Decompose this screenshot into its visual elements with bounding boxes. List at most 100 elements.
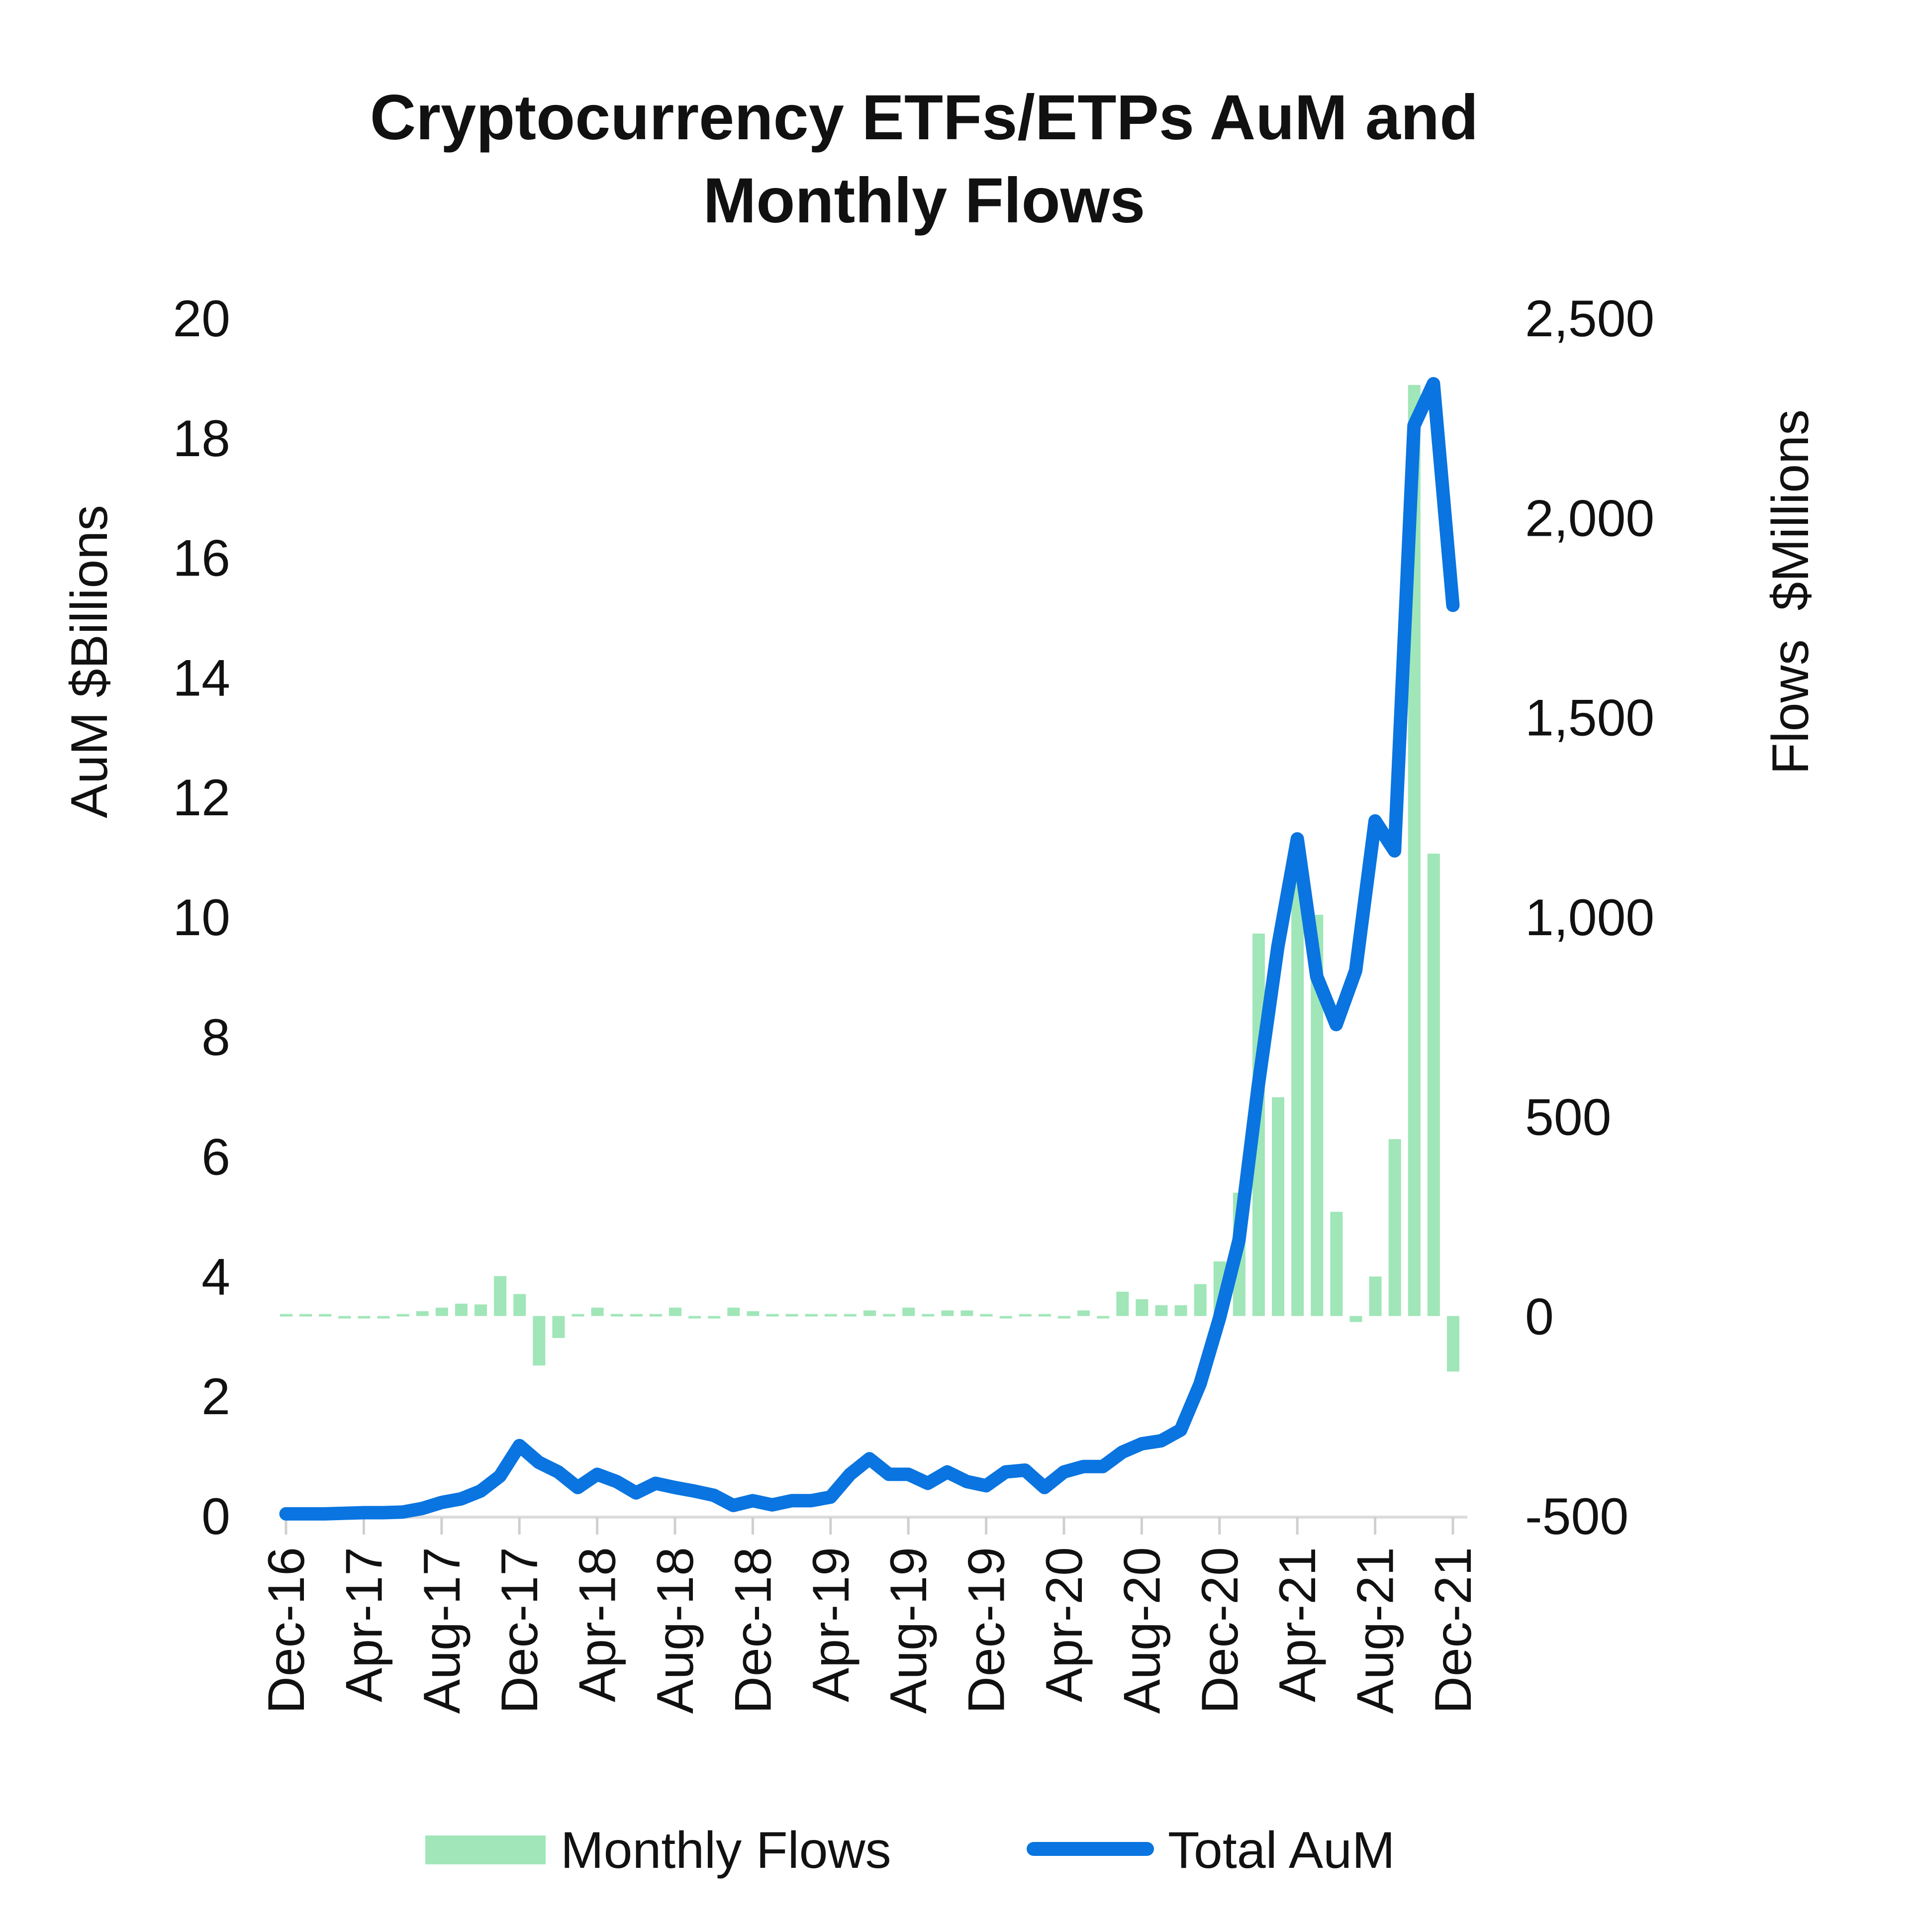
flow-bar-Jul-20 <box>1116 1291 1129 1316</box>
x-tick-label: Aug-19 <box>880 1547 938 1714</box>
flow-bar-Jul-21 <box>1349 1316 1362 1322</box>
flow-bar-May-17 <box>377 1316 390 1319</box>
flow-bar-Nov-17 <box>494 1276 507 1316</box>
flow-bar-Aug-20 <box>1136 1299 1148 1316</box>
flow-bar-Dec-19 <box>980 1314 993 1317</box>
flow-bar-Apr-21 <box>1291 880 1304 1316</box>
chart-title-line2: Monthly Flows <box>703 165 1146 236</box>
flow-bar-Feb-18 <box>552 1316 565 1338</box>
flow-bar-Nov-20 <box>1194 1284 1207 1316</box>
flow-bar-Oct-17 <box>475 1304 487 1316</box>
flow-bar-Jan-19 <box>766 1314 779 1317</box>
flow-bar-Dec-18 <box>747 1311 760 1316</box>
x-tick-label: Apr-21 <box>1269 1547 1327 1702</box>
x-tick-label: Apr-17 <box>335 1547 393 1702</box>
right-y-tick-label: 1,000 <box>1525 889 1654 947</box>
left-axis-title: AuM $Billions <box>61 505 118 818</box>
flow-bar-Jul-19 <box>883 1314 896 1317</box>
flow-bar-Mar-19 <box>805 1314 818 1317</box>
flow-bar-Jan-18 <box>533 1316 546 1366</box>
flow-bar-Jun-18 <box>630 1314 643 1317</box>
flow-bar-Sep-19 <box>922 1314 935 1317</box>
x-tick-label: Dec-18 <box>724 1547 782 1714</box>
flow-bar-Dec-17 <box>513 1294 526 1316</box>
left-y-tick-label: 16 <box>173 530 230 587</box>
chart-title-line1: Cryptocurrency ETFs/ETPs AuM and <box>370 82 1479 153</box>
flow-bar-Feb-20 <box>1019 1314 1032 1317</box>
flow-bar-Jun-17 <box>396 1314 409 1317</box>
left-y-tick-label: 14 <box>173 649 230 707</box>
aum-line <box>279 377 1460 1521</box>
flow-bar-Oct-20 <box>1174 1305 1187 1316</box>
flow-bar-Apr-19 <box>824 1314 837 1317</box>
left-y-tick-label: 4 <box>201 1248 230 1306</box>
legend-label-total-aum: Total AuM <box>1168 1822 1395 1879</box>
x-tick-label: Apr-19 <box>802 1547 860 1702</box>
right-y-tick-label: 1,500 <box>1525 689 1654 747</box>
left-y-tick-label: 6 <box>201 1129 230 1186</box>
flow-bar-May-20 <box>1077 1310 1090 1316</box>
flow-bar-Apr-17 <box>358 1316 371 1319</box>
flow-bar-Jan-17 <box>299 1314 312 1317</box>
x-tick-label: Aug-20 <box>1113 1547 1171 1714</box>
flow-bar-Nov-19 <box>960 1310 973 1316</box>
flow-bar-Aug-19 <box>902 1307 915 1316</box>
flow-bar-Apr-20 <box>1058 1316 1070 1319</box>
right-y-tick-label: 0 <box>1525 1288 1554 1346</box>
flow-bar-Jun-20 <box>1097 1316 1110 1319</box>
flow-bar-Mar-21 <box>1272 1097 1285 1316</box>
flow-bar-May-18 <box>610 1314 623 1317</box>
x-tick-label: Dec-16 <box>258 1547 315 1714</box>
flow-bar-Nov-21 <box>1427 854 1440 1316</box>
right-y-tick-label: -500 <box>1525 1488 1628 1546</box>
flow-bar-Apr-18 <box>591 1307 604 1316</box>
x-tick-label: Dec-17 <box>491 1547 549 1714</box>
flow-bar-Feb-19 <box>785 1314 798 1317</box>
flow-bar-Dec-21 <box>1447 1316 1459 1372</box>
flow-bar-Oct-19 <box>941 1310 954 1316</box>
flow-bar-Aug-17 <box>435 1307 448 1316</box>
flow-bar-Jun-21 <box>1330 1212 1343 1316</box>
left-y-tick-label: 18 <box>173 410 230 468</box>
left-y-tick-label: 10 <box>173 889 230 947</box>
x-tick-label: Dec-20 <box>1191 1547 1249 1714</box>
x-ticks: Dec-16 Apr-17 Aug-17 Dec-17 Apr-18 Aug-18 Dec-… <box>258 1517 1482 1714</box>
flow-bar-Mar-20 <box>1038 1314 1051 1317</box>
flow-bar-May-19 <box>844 1314 857 1317</box>
left-y-tick-label: 12 <box>173 769 230 827</box>
flow-bar-Nov-18 <box>727 1307 740 1316</box>
legend: Monthly Flows Total AuM <box>425 1822 1395 1879</box>
left-y-tick-label: 8 <box>201 1009 230 1066</box>
left-y-tick-label: 20 <box>173 290 230 348</box>
x-tick-label: Aug-21 <box>1347 1547 1405 1714</box>
right-y-tick-label: 500 <box>1525 1088 1612 1146</box>
x-tick-label: Aug-18 <box>647 1547 704 1714</box>
x-tick-label: Aug-17 <box>413 1547 471 1714</box>
x-tick-label: Dec-19 <box>958 1547 1016 1714</box>
x-tick-label: Dec-21 <box>1425 1547 1482 1714</box>
flow-bar-Mar-17 <box>338 1316 351 1319</box>
flow-bar-Oct-18 <box>708 1316 721 1319</box>
flow-bar-Jul-18 <box>649 1314 662 1317</box>
right-y-tick-label: 2,000 <box>1525 489 1654 547</box>
flow-bar-Jan-20 <box>999 1316 1012 1319</box>
flow-bar-Dec-16 <box>280 1314 292 1317</box>
flow-bar-Feb-17 <box>319 1314 332 1317</box>
left-y-tick-label: 0 <box>201 1488 230 1546</box>
flow-bar-Aug-18 <box>669 1307 681 1316</box>
total-aum-line <box>279 377 1460 1521</box>
right-y-tick-label: 2,500 <box>1525 290 1654 348</box>
legend-swatch-monthly-flows <box>425 1835 546 1864</box>
flow-bars <box>280 385 1459 1372</box>
flow-bar-Sep-17 <box>455 1303 468 1316</box>
right-y-ticks: -500 0 500 1,000 1,500 2,000 2,500 <box>1525 290 1654 1546</box>
flow-bar-Aug-21 <box>1369 1276 1382 1316</box>
flow-bar-Sep-20 <box>1155 1305 1168 1316</box>
left-y-tick-label: 2 <box>201 1368 230 1426</box>
flow-bar-Jun-19 <box>863 1310 876 1316</box>
x-tick-label: Apr-18 <box>569 1547 627 1702</box>
flow-bar-Jul-17 <box>416 1311 429 1316</box>
flow-bar-Sep-21 <box>1388 1139 1401 1316</box>
flow-bar-Sep-18 <box>688 1316 701 1319</box>
